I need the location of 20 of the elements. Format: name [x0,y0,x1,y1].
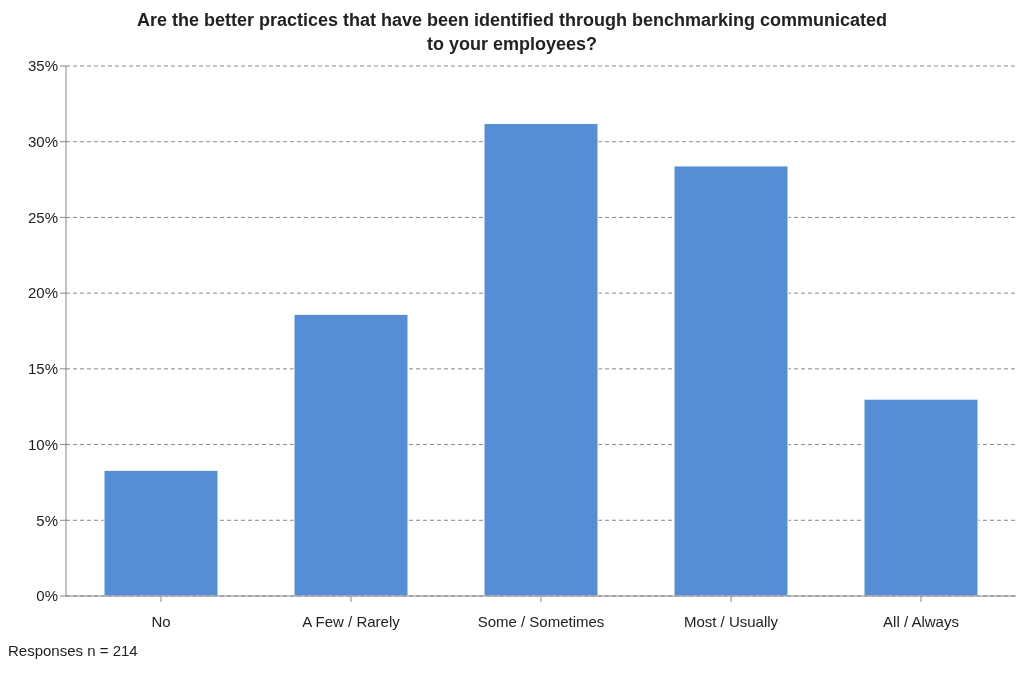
chart-title: Are the better practices that have been identified through benchmarking communicated to your employees? [135,9,889,56]
bar [863,398,979,596]
y-tick-label: 5% [36,511,58,529]
x-tick-label: A Few / Rarely [302,612,401,630]
y-tick-label: 25% [27,208,58,226]
bar [293,313,409,596]
text: Responses n = 214 [8,642,139,659]
y-tick-label: 20% [27,284,58,302]
y-tick-label: 0% [36,587,58,605]
bar [103,469,219,596]
y-tick-label: 10% [27,435,58,453]
bar [673,165,789,596]
x-tick-label: Some / Sometimes [477,612,605,630]
y-tick-label: 35% [27,57,58,75]
x-tick-label: Most / Usually [683,612,779,630]
y-tick-label: 15% [27,360,58,378]
x-tick-label: All / Always [883,612,959,630]
x-tick-label: No [151,612,171,630]
bar [483,123,599,596]
y-tick-label: 30% [27,133,58,151]
